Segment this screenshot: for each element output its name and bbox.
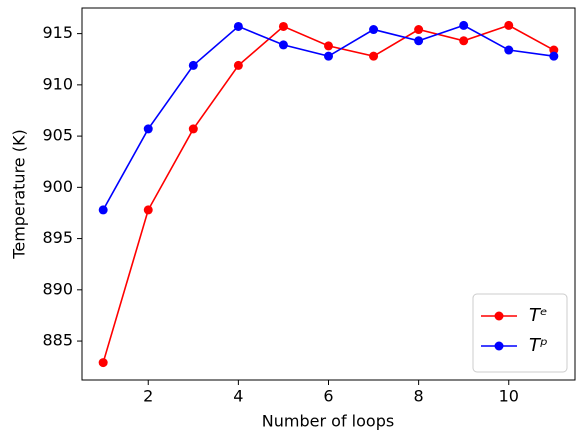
point: [459, 36, 469, 46]
legend-marker: [494, 311, 504, 321]
point: [143, 124, 153, 134]
point: [324, 41, 333, 51]
y-tick-label: 910: [42, 74, 73, 93]
x-tick-label: 4: [233, 387, 243, 406]
point: [278, 21, 288, 31]
y-tick-label: 895: [42, 228, 73, 247]
point: [414, 36, 424, 46]
y-tick-label: 885: [42, 331, 73, 350]
point: [369, 25, 379, 35]
legend-label: Tᵖ: [529, 335, 548, 356]
y-axis-label: Temperature (K): [10, 129, 29, 259]
y-tick-label: 915: [42, 23, 73, 42]
point: [188, 124, 198, 134]
x-tick-label: 10: [499, 387, 519, 406]
point: [188, 60, 198, 70]
legend-marker: [494, 341, 504, 351]
point: [233, 21, 243, 31]
y-tick-label: 900: [42, 177, 73, 196]
point: [549, 45, 559, 55]
legend-box: [472, 293, 568, 373]
point: [504, 20, 514, 30]
point: [549, 51, 559, 61]
point: [414, 25, 424, 35]
x-tick-label: 6: [323, 387, 333, 406]
point: [504, 45, 514, 55]
y-tick-label: 905: [42, 126, 73, 145]
point: [278, 40, 288, 50]
point: [324, 51, 333, 61]
x-axis-label: Number of loops: [262, 412, 394, 431]
point: [459, 20, 469, 30]
point: [233, 60, 243, 70]
point: [369, 51, 379, 61]
legend-label: Tᵉ: [529, 305, 548, 326]
x-tick-label: 2: [143, 387, 153, 406]
y-tick-label: 890: [42, 279, 73, 298]
point: [98, 358, 108, 368]
x-tick-label: 8: [414, 387, 424, 406]
point: [98, 205, 108, 215]
point: [143, 205, 153, 215]
